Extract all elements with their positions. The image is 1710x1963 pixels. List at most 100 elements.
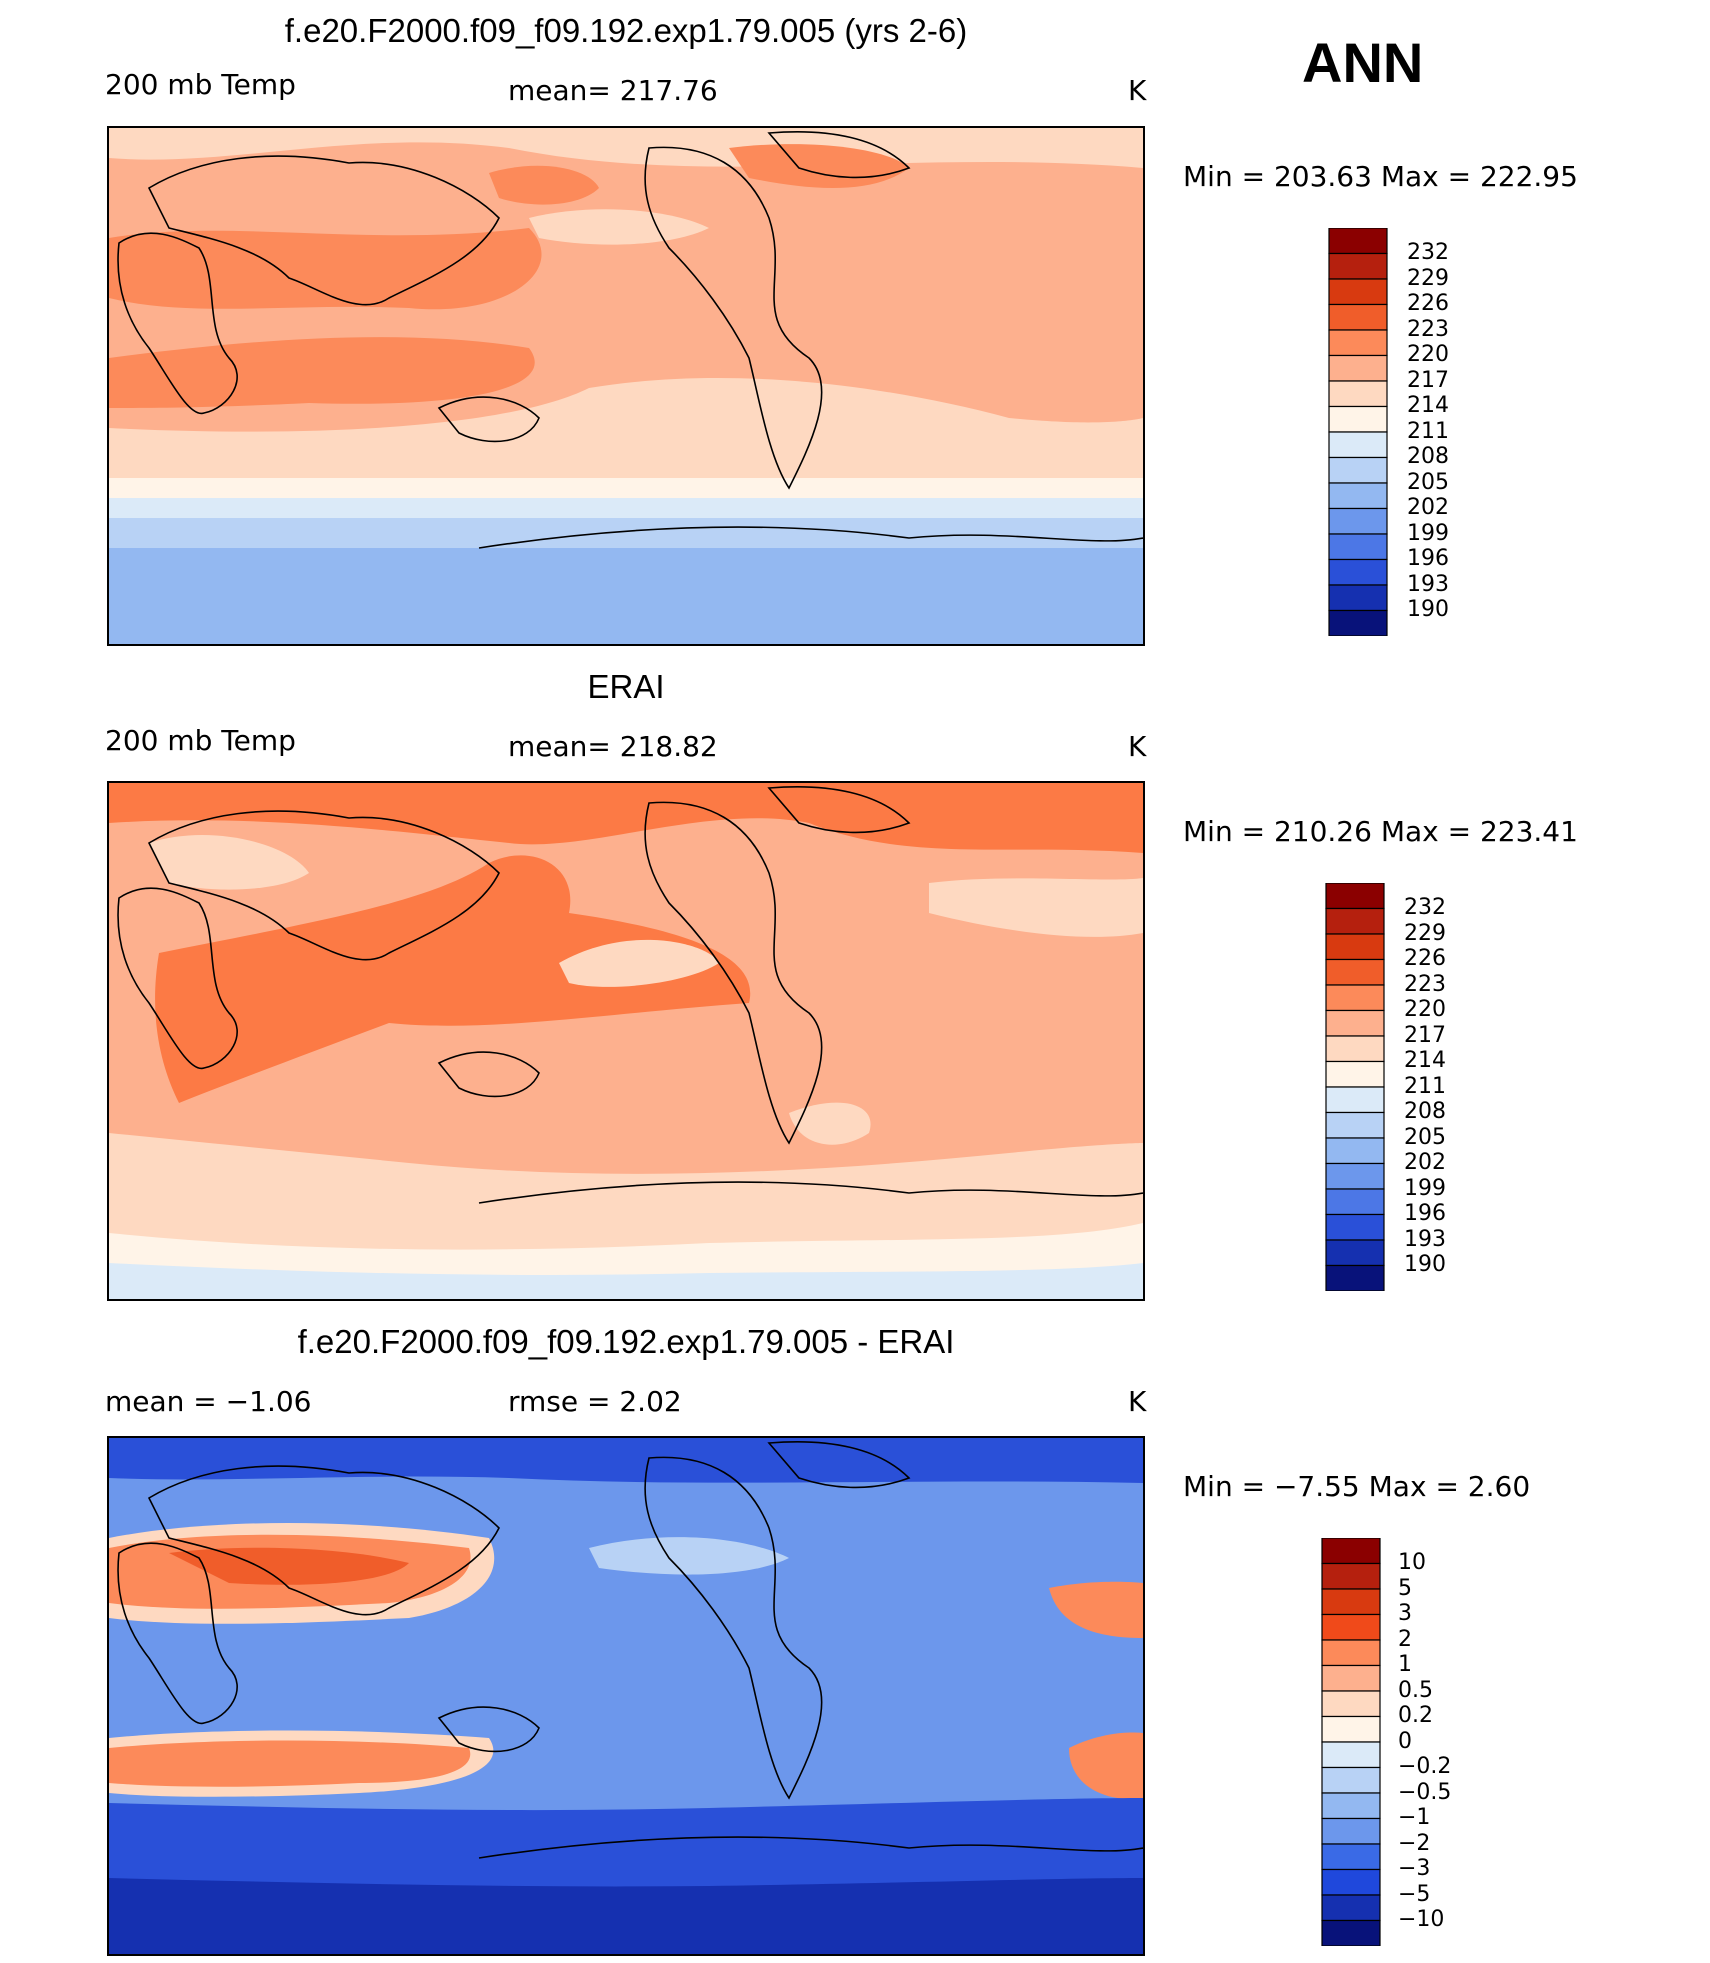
cbar1-tick: 220 (1407, 342, 1449, 367)
map1-southern-warm (109, 337, 535, 408)
map1-south-cool (109, 378, 1143, 478)
colorbar-swatch (1328, 252, 1388, 280)
cbar2-tick: 223 (1404, 972, 1446, 997)
map2-south-pacific-cool (789, 1102, 871, 1145)
map3-north-pacific-cool (589, 1537, 789, 1575)
colorbar-swatch (1321, 1741, 1381, 1769)
map3-south-warm (109, 1740, 471, 1787)
map2-band-208 (109, 1263, 1143, 1299)
colorbar-swatch (1328, 354, 1388, 382)
panel-3-colorbar (1321, 1538, 1381, 1946)
panel-3-title: f.e20.F2000.f09_f09.192.exp1.79.005 - ER… (297, 1323, 955, 1360)
panel-1-colorbar (1328, 228, 1388, 636)
cbar3-tick: −2 (1398, 1831, 1431, 1856)
panel-1-center-label: mean= 217.76 (508, 74, 718, 107)
map1-band-211 (109, 478, 1143, 498)
panel-1-colorbar-labels: 232 229 226 223 220 217 214 211 208 205 … (1407, 228, 1467, 636)
cbar2-tick: 193 (1404, 1227, 1446, 1252)
colorbar-swatch (1321, 1843, 1381, 1871)
cbar2-tick: 226 (1404, 946, 1446, 971)
panel-3-map (107, 1436, 1145, 1956)
colorbar-swatch (1325, 1188, 1385, 1216)
colorbar-swatch (1328, 558, 1388, 586)
cbar1-tick: 214 (1407, 393, 1449, 418)
cbar3-tick: 0.5 (1398, 1678, 1433, 1703)
colorbar-swatch (1321, 1562, 1381, 1590)
colorbar-swatch (1328, 584, 1388, 612)
map3-asia-core (169, 1547, 409, 1585)
colorbar-swatch (1325, 1060, 1385, 1088)
cbar1-tick: 193 (1407, 572, 1449, 597)
cbar2-tick: 196 (1404, 1201, 1446, 1226)
colorbar-swatch (1325, 1035, 1385, 1063)
cbar2-tick: 190 (1404, 1252, 1446, 1277)
colorbar-swatch (1328, 609, 1388, 636)
colorbar-swatch (1321, 1817, 1381, 1845)
panel-3-units: K (1128, 1385, 1147, 1418)
cbar1-tick: 202 (1407, 495, 1449, 520)
cbar2-tick: 217 (1404, 1023, 1446, 1048)
cbar2-tick: 214 (1404, 1048, 1446, 1073)
colorbar-swatch (1321, 1588, 1381, 1616)
cbar2-tick: 208 (1404, 1099, 1446, 1124)
colorbar-swatch (1325, 1111, 1385, 1139)
colorbar-swatch (1325, 1213, 1385, 1241)
map1-coastlines (117, 130, 1143, 549)
colorbar-swatch (1325, 1009, 1385, 1037)
panel-1-map (107, 126, 1145, 646)
colorbar-swatch (1321, 1715, 1381, 1743)
cbar1-tick: 196 (1407, 546, 1449, 571)
cbar1-tick: 223 (1407, 317, 1449, 342)
panel-3-colorbar-labels: 10 5 3 2 1 0.5 0.2 0 −0.2 −0.5 −1 −2 −3 … (1398, 1538, 1478, 1946)
map2-coastlines (117, 785, 1143, 1204)
cbar1-tick: 211 (1407, 419, 1449, 444)
map1-north-pacific-cool (529, 209, 709, 245)
colorbar-swatch (1321, 1792, 1381, 1820)
map1-pacific-warm (489, 165, 599, 205)
panel-2-units: K (1128, 730, 1147, 763)
colorbar-swatch (1328, 456, 1388, 484)
map3-antarctic-cold (109, 1878, 1143, 1954)
cbar2-tick: 205 (1404, 1125, 1446, 1150)
map1-asia-warm (109, 228, 542, 310)
colorbar-swatch (1328, 228, 1388, 255)
panel-3-minmax: Min = −7.55 Max = 2.60 (1183, 1470, 1531, 1503)
cbar1-tick: 226 (1407, 291, 1449, 316)
colorbar-swatch (1321, 1538, 1381, 1565)
map2-north-pacific-cool (559, 939, 719, 987)
panel-3-left-label: mean = −1.06 (105, 1385, 312, 1418)
map3-atlantic-warm (1049, 1581, 1143, 1638)
cbar3-tick: −10 (1398, 1907, 1445, 1932)
colorbar-swatch (1321, 1690, 1381, 1718)
cbar2-tick: 220 (1404, 997, 1446, 1022)
cbar3-tick: 10 (1398, 1550, 1426, 1575)
cbar3-tick: 2 (1398, 1627, 1412, 1652)
colorbar-swatch (1325, 1086, 1385, 1114)
colorbar-swatch (1325, 984, 1385, 1012)
map2-tropical-warm (155, 855, 751, 1103)
colorbar-swatch (1325, 1264, 1385, 1291)
colorbar-swatch (1328, 380, 1388, 408)
colorbar-swatch (1321, 1664, 1381, 1692)
cbar3-tick: −1 (1398, 1805, 1431, 1830)
panel-3-center-label: rmse = 2.02 (508, 1385, 682, 1418)
cbar1-tick: 229 (1407, 266, 1449, 291)
cbar3-tick: 0 (1398, 1729, 1412, 1754)
cbar3-tick: −0.2 (1398, 1754, 1452, 1779)
panel-2-left-label: 200 mb Temp (105, 724, 296, 757)
cbar2-tick: 202 (1404, 1150, 1446, 1175)
colorbar-swatch (1321, 1613, 1381, 1641)
cbar2-tick: 232 (1404, 895, 1446, 920)
cbar1-tick: 208 (1407, 444, 1449, 469)
map3-coastlines (117, 1440, 1143, 1859)
colorbar-swatch (1325, 883, 1385, 910)
map2-europe-cool (149, 834, 309, 890)
cbar2-tick: 211 (1404, 1074, 1446, 1099)
cbar1-tick: 232 (1407, 240, 1449, 265)
colorbar-swatch (1325, 1239, 1385, 1267)
map2-atlantic-cool (929, 878, 1143, 937)
cbar1-tick: 199 (1407, 521, 1449, 546)
map3-south-atlantic-warm (1069, 1732, 1143, 1799)
panel-1-title: f.e20.F2000.f09_f09.192.exp1.79.005 (yrs… (284, 12, 968, 49)
panel-2-title: ERAI (587, 668, 665, 705)
